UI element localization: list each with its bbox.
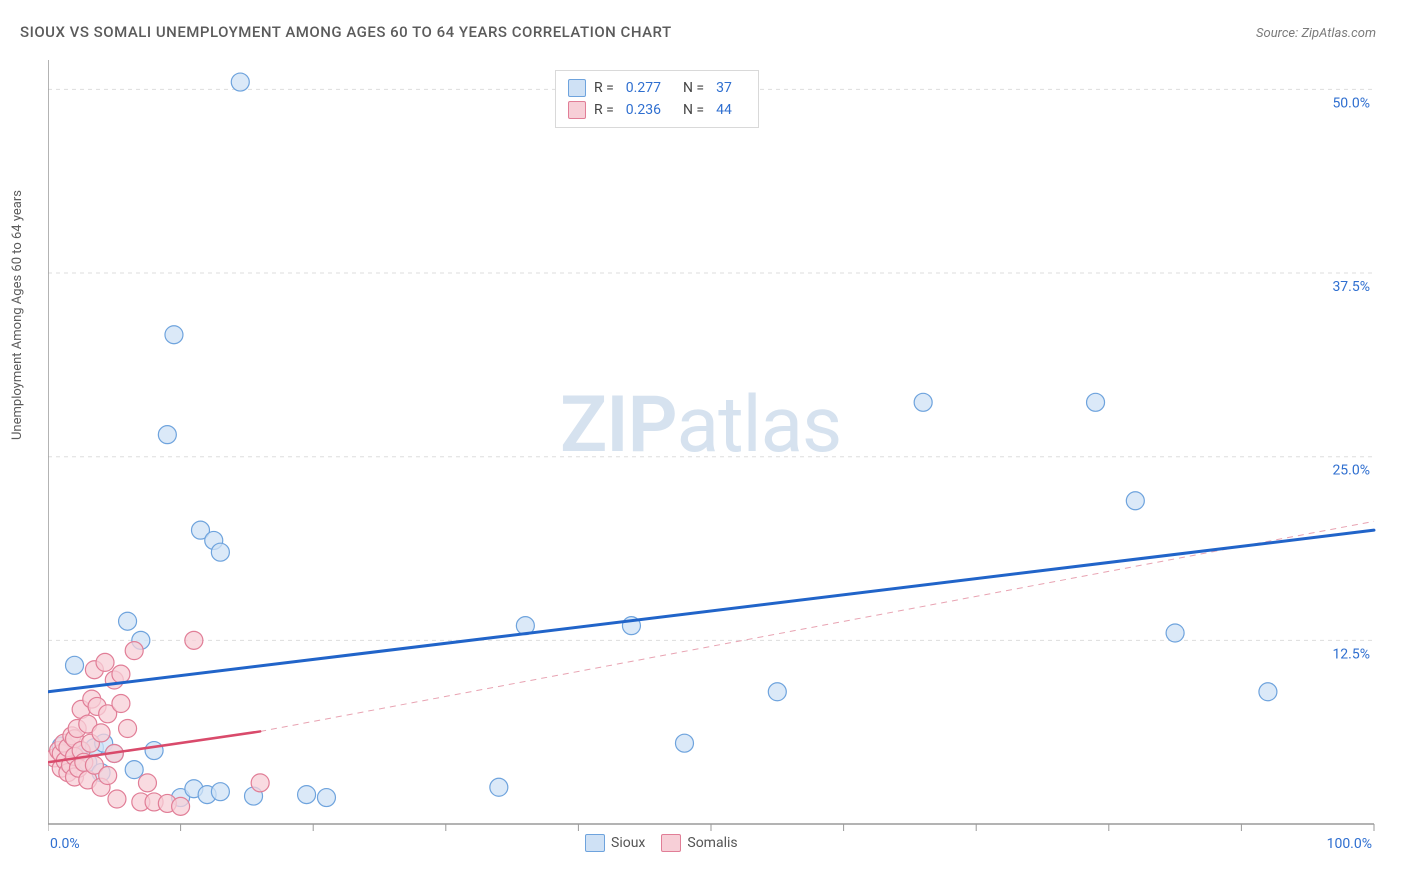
svg-text:0.0%: 0.0% [50,836,80,850]
stats-legend: R = 0.277 N = 37 R = 0.236 N = 44 [555,70,759,128]
source-credit: Source: ZipAtlas.com [1256,22,1376,41]
svg-text:25.0%: 25.0% [1332,463,1370,479]
swatch-sioux [585,834,605,852]
stats-row-sioux: R = 0.277 N = 37 [568,77,746,99]
n-label: N = [683,102,704,118]
chart-title: SIOUX VS SOMALI UNEMPLOYMENT AMONG AGES … [20,23,672,41]
legend-label-sioux: Sioux [611,835,645,851]
svg-text:50.0%: 50.0% [1332,95,1370,111]
swatch-somalis [661,834,681,852]
legend-item-somalis: Somalis [661,834,737,852]
n-value-somalis: 44 [716,102,732,118]
series-legend: Sioux Somalis [585,834,738,852]
svg-text:12.5%: 12.5% [1332,646,1370,662]
source-name: ZipAtlas.com [1301,26,1376,41]
source-prefix: Source: [1256,26,1301,41]
n-value-sioux: 37 [716,80,732,96]
r-label: R = [594,102,614,118]
r-label: R = [594,80,614,96]
r-value-sioux: 0.277 [626,80,661,96]
swatch-somalis [568,101,586,119]
scatter-chart-svg: 12.5% 25.0% 37.5% 50.0% 0.0% 100.0% [48,60,1378,850]
chart-area: 12.5%25.0%37.5%50.0%0.0%100.0% [48,60,1378,840]
legend-item-sioux: Sioux [585,834,645,852]
y-axis-label: Unemployment Among Ages 60 to 64 years [10,190,25,440]
legend-label-somalis: Somalis [687,835,737,851]
svg-text:37.5%: 37.5% [1332,279,1370,295]
svg-text:100.0%: 100.0% [1327,836,1372,850]
r-value-somalis: 0.236 [626,102,661,118]
stats-row-somalis: R = 0.236 N = 44 [568,99,746,121]
n-label: N = [683,80,704,96]
swatch-sioux [568,79,586,97]
